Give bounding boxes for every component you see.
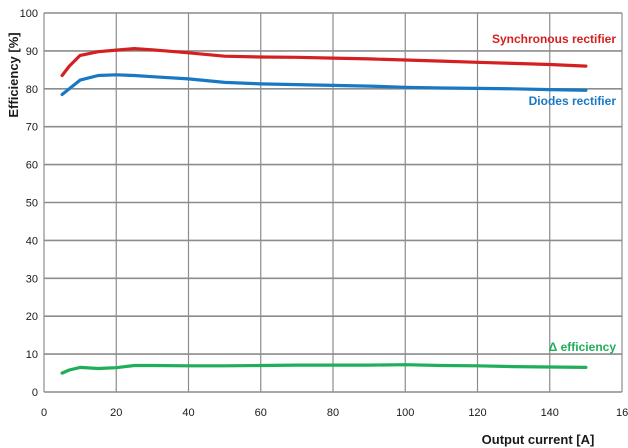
y-tick-label: 70 <box>26 122 38 134</box>
series-labels: Synchronous rectifier Diodes rectifier Δ e… <box>492 32 616 354</box>
y-tick-label: 80 <box>26 84 38 96</box>
y-tick-label: 40 <box>26 235 38 247</box>
x-tick-label: 80 <box>327 407 339 419</box>
series-line-diodes-rectifier <box>62 75 586 95</box>
x-tick-label: 140 <box>541 407 559 419</box>
y-tick-label: 10 <box>26 349 38 361</box>
y-tick-label: 0 <box>32 387 38 399</box>
tick-labels: 0 10 20 30 40 50 60 70 80 90 100 0 20 40 60 80 100 120 140… <box>20 8 628 419</box>
y-tick-label: 30 <box>26 273 38 285</box>
y-tick-label: 90 <box>26 46 38 58</box>
x-tick-label: 160 <box>616 407 628 419</box>
series-line-efficiency <box>62 365 586 373</box>
series-label-diodes-rectifier: Diodes rectifier <box>529 94 617 108</box>
series-lines <box>62 49 586 374</box>
x-tick-label: 60 <box>255 407 267 419</box>
grid <box>44 13 622 392</box>
x-tick-label: 20 <box>110 407 122 419</box>
x-axis-label: Output current [A] <box>482 432 595 447</box>
x-tick-label: 40 <box>182 407 194 419</box>
y-axis-label: Efficiency [%] <box>6 32 21 117</box>
series-line-synchronous-rectifier <box>62 49 586 76</box>
y-tick-label: 60 <box>26 160 38 172</box>
x-tick-label: 100 <box>396 407 414 419</box>
x-tick-label: 120 <box>468 407 486 419</box>
y-tick-label: 20 <box>26 311 38 323</box>
y-tick-label: 50 <box>26 198 38 210</box>
series-label-synchronous-rectifier: Synchronous rectifier <box>492 32 616 46</box>
x-tick-label: 0 <box>41 407 47 419</box>
y-tick-label: 100 <box>20 8 38 20</box>
series-label-efficiency: Δ efficiency <box>549 340 617 354</box>
